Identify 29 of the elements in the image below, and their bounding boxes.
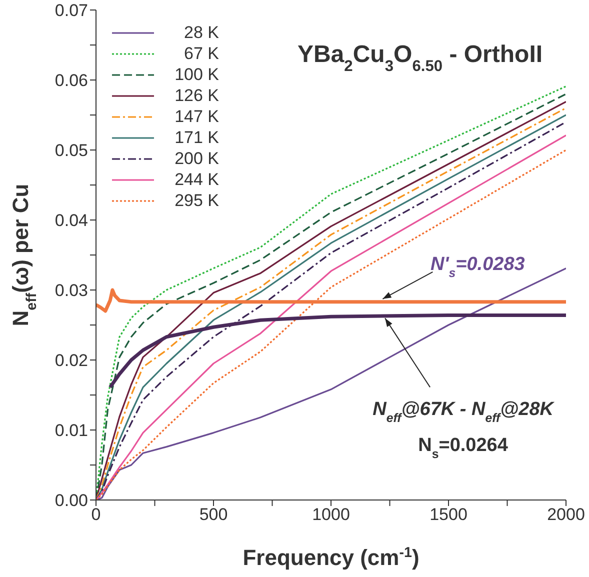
x-axis-title: Frequency (cm$^{-1}$)	[242, 545, 420, 570]
y-tick-label: 0.07	[54, 1, 88, 20]
legend-label: 28 K	[183, 22, 219, 42]
legend-label: 244 K	[174, 170, 219, 190]
legend-label: 200 K	[174, 148, 219, 168]
line-series	[108, 313, 566, 390]
y-tick-label: 0.00	[54, 491, 88, 510]
x-tick-label: 0	[91, 505, 101, 524]
x-tick-label: 2000	[547, 505, 585, 524]
legend-label: 126 K	[174, 86, 219, 106]
annotation: N'$_{s}$=0.0283	[430, 254, 526, 280]
y-tick-label: 0.04	[54, 211, 88, 230]
y-tick-label: 0.02	[54, 351, 88, 370]
x-tick-label: 500	[199, 505, 228, 524]
y-tick-label: 0.05	[54, 141, 88, 160]
y-tick-label: 0.01	[54, 421, 88, 440]
legend-label: 295 K	[174, 190, 219, 210]
legend-label: 67 K	[183, 44, 219, 64]
x-tick-label: 1000	[312, 505, 350, 524]
annotation: N$_{s}$=0.0264	[418, 435, 508, 462]
y-tick-label: 0.03	[54, 281, 88, 300]
y-tick-label: 0.06	[54, 71, 88, 90]
legend-label: 100 K	[174, 64, 219, 84]
legend-label: 147 K	[174, 106, 219, 126]
line-series	[96, 288, 566, 313]
annotation: N$_{eff}$@67K - N$_{eff}$@28K	[372, 399, 555, 426]
legend-label: 171 K	[174, 128, 219, 148]
x-tick-label: 1500	[430, 505, 468, 524]
text: YBa$_{2}$Cu$_{3}$O$_{6.50}$ - OrthoII	[297, 41, 543, 74]
